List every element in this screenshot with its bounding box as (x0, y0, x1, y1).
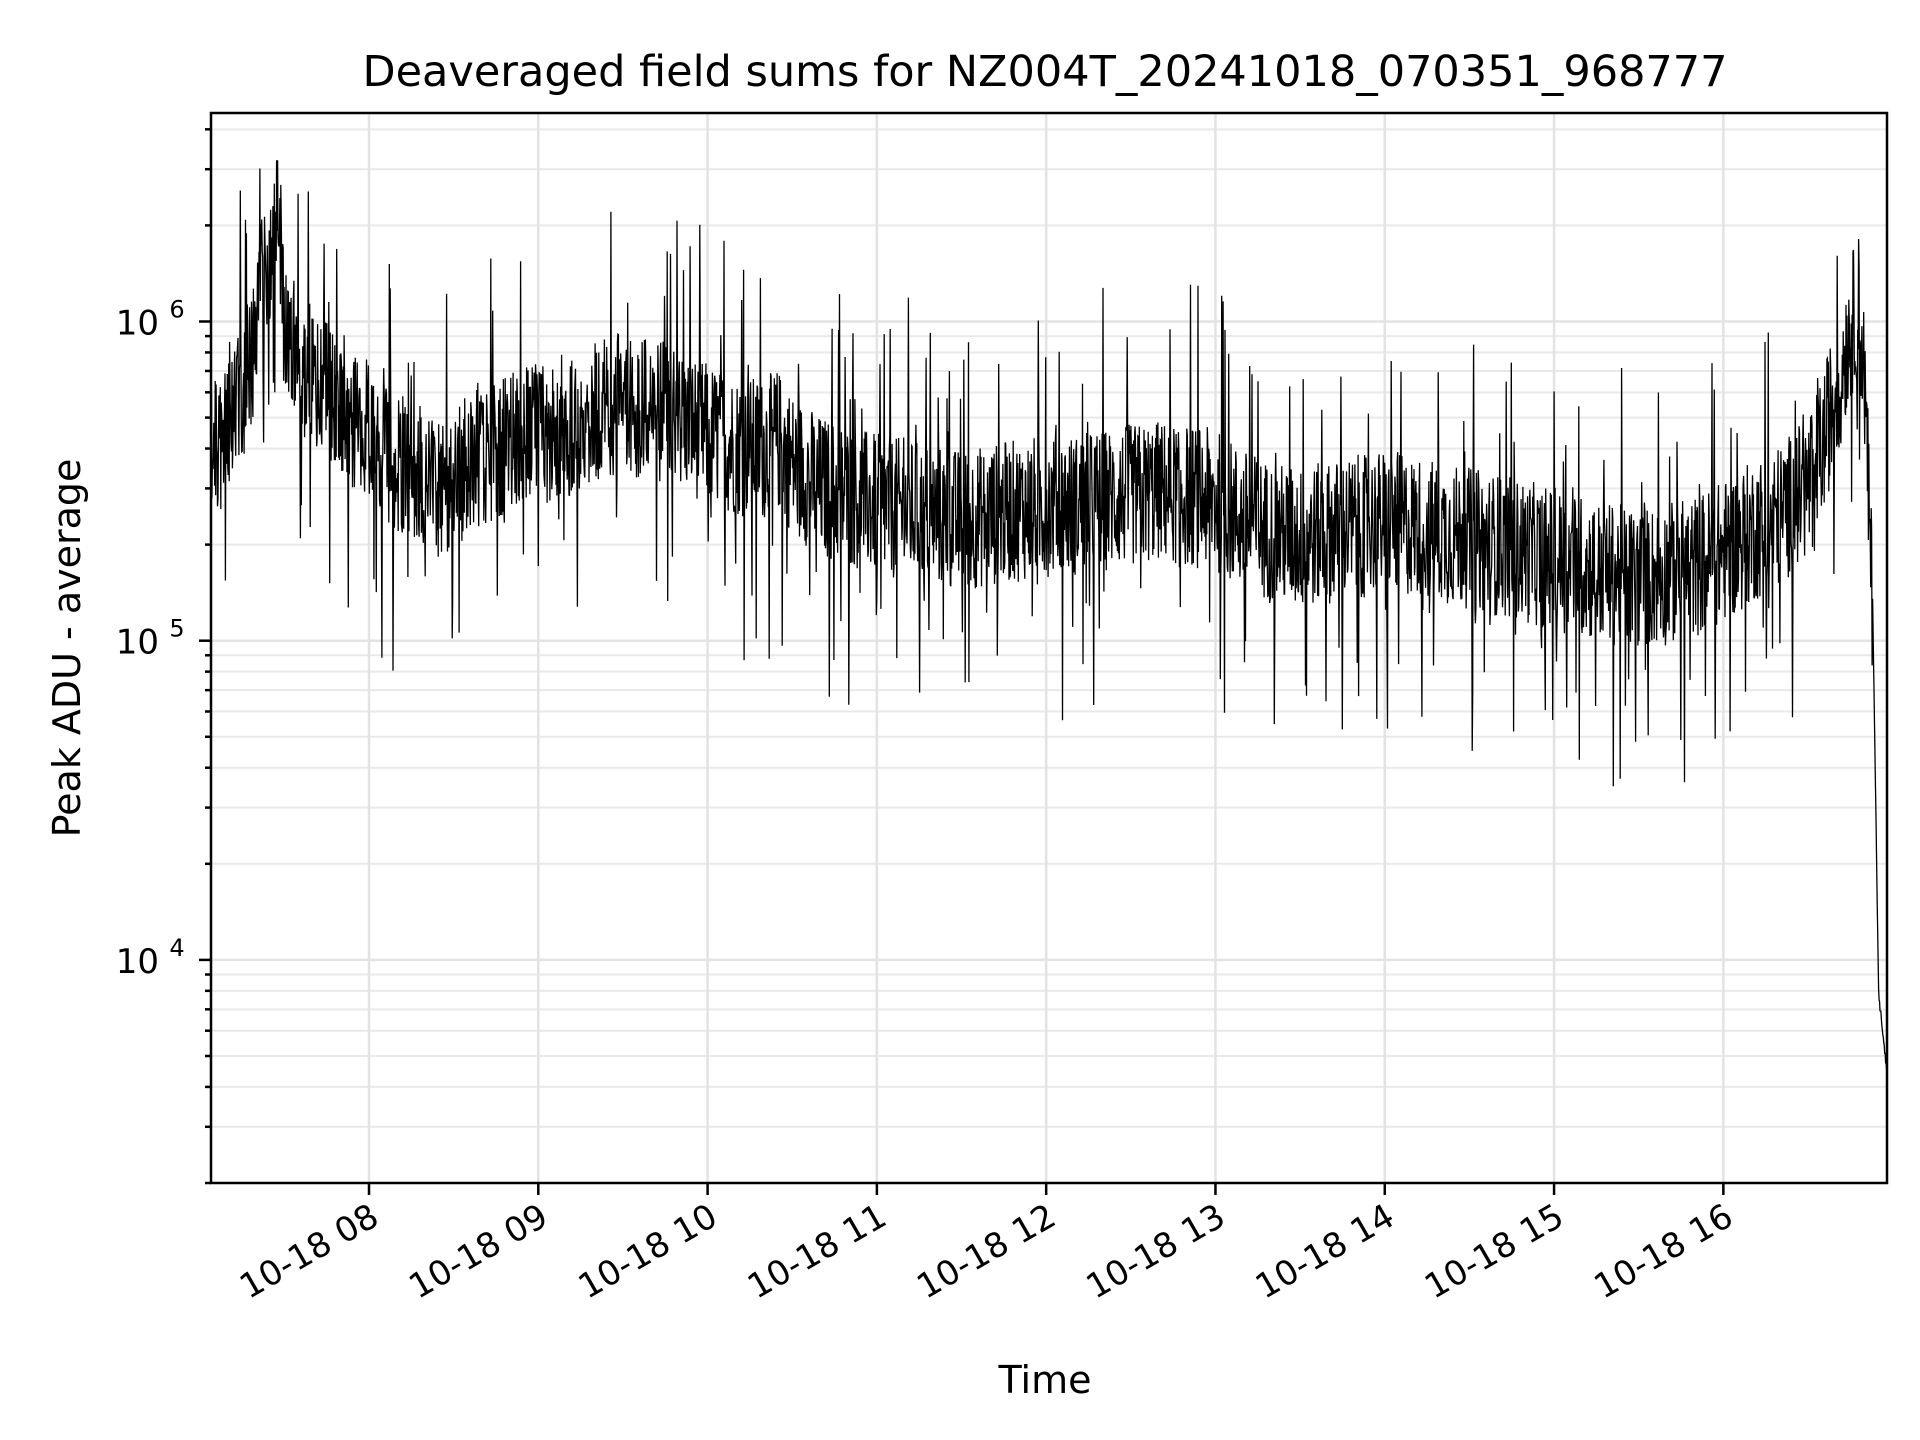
grid (211, 113, 1887, 1184)
y-tick-label-exponent: 6 (169, 296, 184, 324)
y-tick-label: 10 (116, 942, 159, 982)
chart-title: Deaveraged field sums for NZ004T_2024101… (362, 47, 1727, 97)
y-tick-label-exponent: 4 (169, 934, 184, 962)
y-axis: 10 4 10 5 10 6 (116, 128, 211, 1185)
x-axis-label: Time (998, 1358, 1092, 1402)
data-line (210, 160, 1888, 1070)
y-axis-label: Peak ADU - average (45, 459, 89, 838)
y-tick-label-exponent: 5 (169, 615, 184, 643)
y-tick-label: 10 (116, 304, 159, 344)
y-tick-label: 10 (116, 623, 159, 663)
plot-frame (209, 111, 1889, 1185)
series-layer (210, 160, 1888, 1070)
